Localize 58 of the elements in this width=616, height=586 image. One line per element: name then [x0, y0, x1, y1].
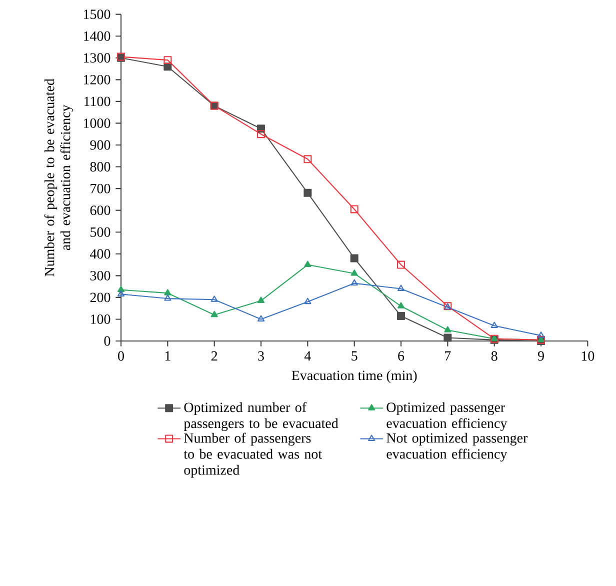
point: [444, 326, 452, 332]
point: [304, 188, 312, 197]
point: [350, 279, 358, 286]
y-tick-label: 100: [90, 314, 110, 324]
x-axis-title: Evacuation time (min): [292, 370, 417, 383]
legend-label: Optimized passenger evacuation efficiency: [386, 402, 508, 431]
y-tick-label: 1100: [84, 96, 110, 106]
point: [304, 260, 312, 268]
point: [397, 260, 406, 269]
point: [210, 296, 218, 302]
x-tick-label: 7: [445, 351, 451, 360]
x-tick-label: 9: [538, 351, 544, 361]
x-tick-label: 4: [304, 351, 311, 360]
x-tick-label: 3: [258, 351, 264, 361]
point: [397, 302, 405, 308]
y-tick-label: 800: [90, 162, 110, 172]
point: [304, 298, 312, 304]
x-tick-label: 0: [118, 351, 124, 361]
point: [350, 254, 358, 262]
y-tick-label: 1000: [84, 118, 110, 128]
point: [490, 322, 498, 328]
x-tick-label: 6: [398, 351, 404, 361]
x-tick-label: 1: [165, 351, 170, 361]
x-tick-label: 8: [491, 351, 498, 361]
legend-label: Number of passengers to be evacuated was not optimized: [184, 432, 322, 478]
y-tick-label: 900: [90, 140, 110, 150]
y-tick-label: 1200: [84, 74, 110, 84]
y-tick-label: 400: [90, 249, 110, 259]
point: [257, 296, 265, 303]
point: [117, 290, 125, 296]
point: [350, 205, 358, 214]
point: [257, 315, 265, 322]
point: [304, 155, 312, 164]
y-tick-label: 700: [90, 184, 110, 194]
y-tick-label: 200: [90, 292, 110, 302]
y-tick-label: 500: [90, 227, 110, 237]
point: [397, 284, 405, 291]
point: [164, 56, 172, 64]
point: [257, 130, 266, 138]
point: [537, 332, 545, 338]
y-tick-label: 300: [90, 270, 110, 280]
y-tick-label: 1300: [84, 53, 110, 63]
x-tick-label: 2: [211, 351, 218, 361]
legend-label: Not optimized passenger evacuation efficiency: [386, 432, 528, 462]
legend-label: Optimized number of passengers to be evacuated: [184, 402, 338, 431]
y-axis-title: Number of people to be evacuated and evacuation efficiency: [44, 78, 74, 276]
point: [210, 310, 218, 318]
point: [164, 289, 172, 296]
x-tick-label: 5: [352, 351, 358, 361]
y-tick-label: 600: [90, 206, 110, 216]
point: [164, 294, 172, 301]
point: [444, 334, 452, 342]
x-tick-label: 10: [582, 351, 594, 361]
point: [397, 312, 406, 320]
y-tick-label: 0: [104, 336, 110, 346]
point: [350, 269, 358, 276]
y-tick-label: 1400: [84, 31, 110, 41]
y-tick-label: 1500: [84, 10, 110, 20]
